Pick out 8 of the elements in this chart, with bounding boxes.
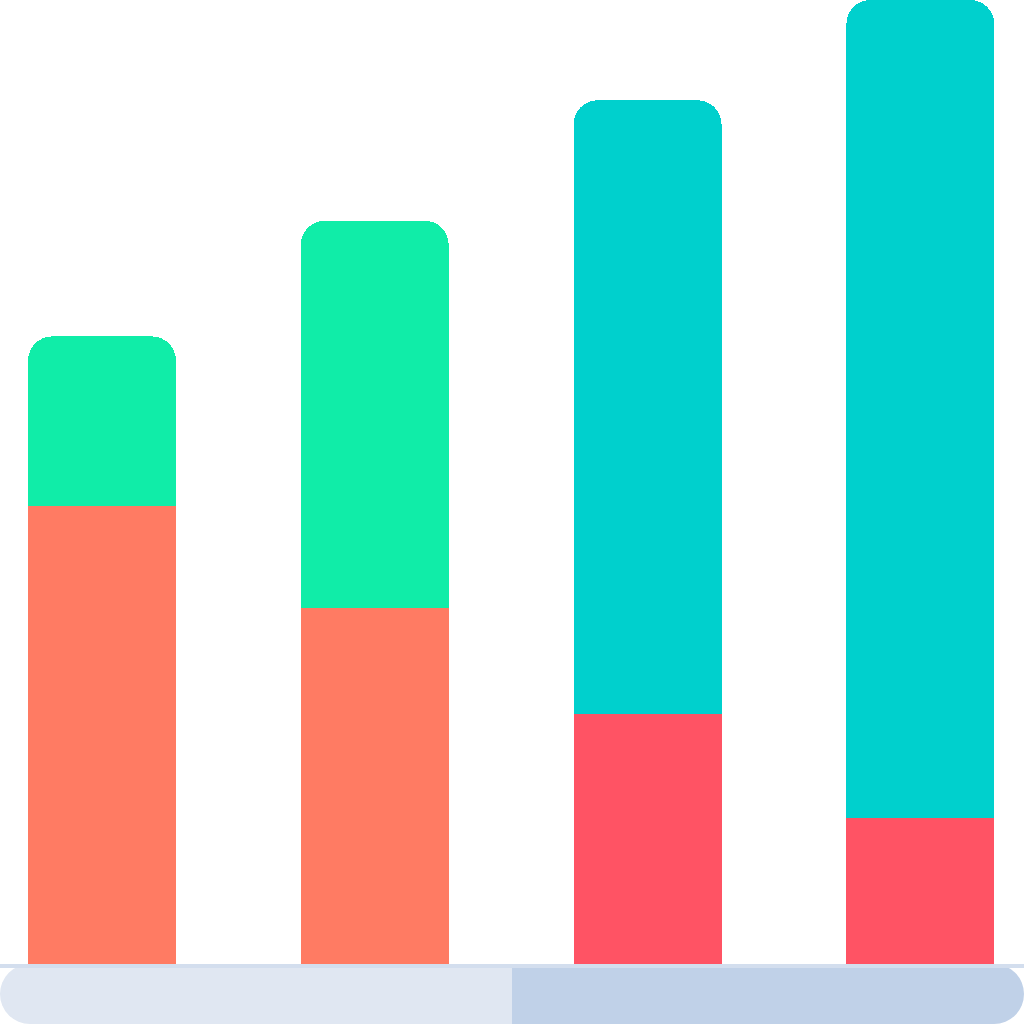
bar: [300, 220, 449, 609]
bar: [846, 818, 995, 964]
bar: [300, 608, 449, 964]
bar: [28, 336, 176, 507]
bar: [573, 100, 722, 715]
bar: [28, 506, 176, 964]
bar: [846, 0, 995, 819]
bar: [573, 714, 722, 964]
